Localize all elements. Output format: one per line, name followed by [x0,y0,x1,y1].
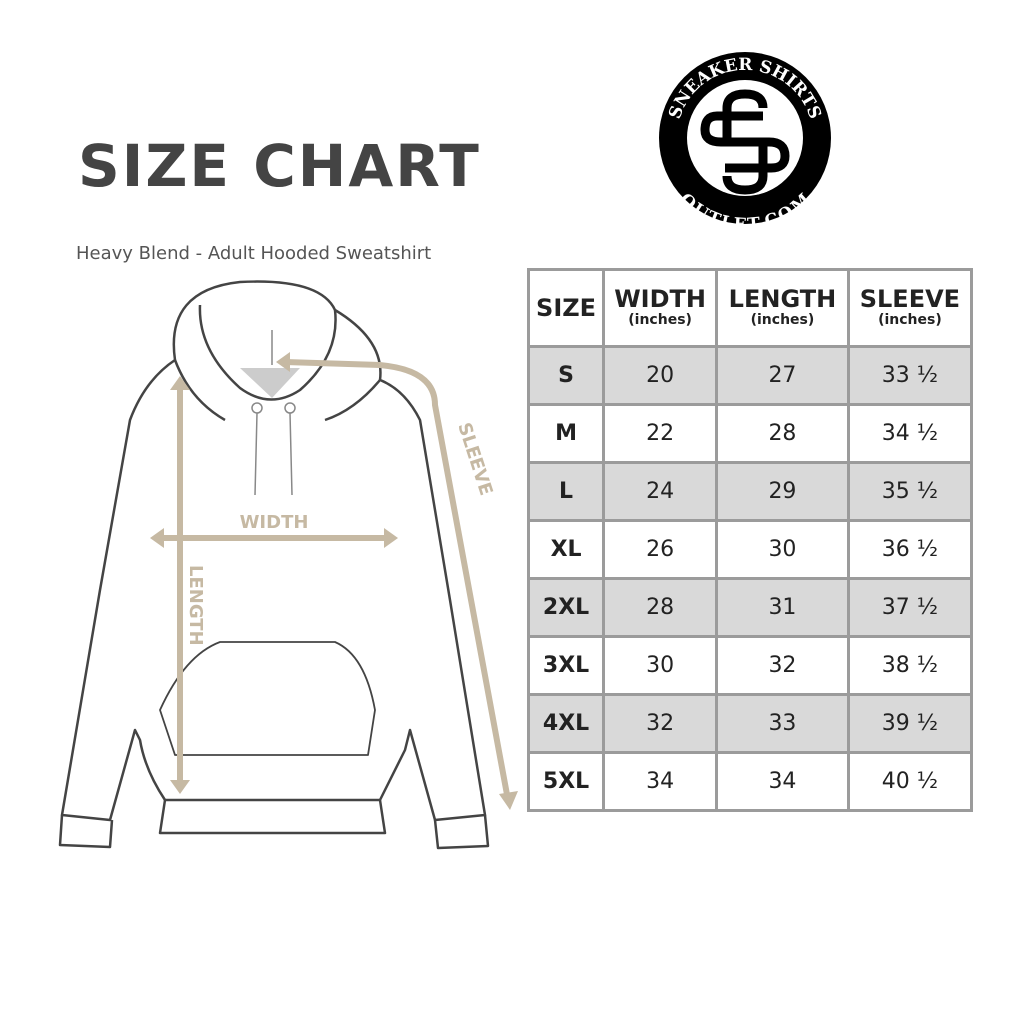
length-cell: 30 [715,519,850,580]
table-row: M 22 28 34 ½ [526,403,974,464]
header-label: SIZE [536,294,597,322]
header-sleeve: SLEEVE (inches) [846,268,974,348]
header-label: WIDTH [614,285,706,313]
length-cell: 27 [715,345,850,406]
header-unit: (inches) [628,312,692,328]
width-cell: 32 [602,693,719,754]
sleeve-cell: 36 ½ [846,519,974,580]
product-subtitle: Heavy Blend - Adult Hooded Sweatshirt [76,243,432,264]
table-row: S 20 27 33 ½ [526,345,974,406]
width-cell: 24 [602,461,719,522]
header-length: LENGTH (inches) [715,268,850,348]
sleeve-cell: 34 ½ [846,403,974,464]
size-cell: L [526,461,606,522]
size-cell: 2XL [526,577,606,638]
sleeve-cell: 39 ½ [846,693,974,754]
sleeve-cell: 40 ½ [846,751,974,812]
sleeve-cell: 35 ½ [846,461,974,522]
width-cell: 30 [602,635,719,696]
size-cell: M [526,403,606,464]
size-cell: 3XL [526,635,606,696]
table-row: XL 26 30 36 ½ [526,519,974,580]
length-label: LENGTH [185,565,206,646]
width-cell: 34 [602,751,719,812]
size-cell: 4XL [526,693,606,754]
table-row: 3XL 30 32 38 ½ [526,635,974,696]
size-cell: S [526,345,606,406]
sleeve-cell: 37 ½ [846,577,974,638]
header-size: SIZE [526,268,606,348]
length-cell: 34 [715,751,850,812]
hoodie-diagram: WIDTH LENGTH SLEEVE [58,280,518,850]
sleeve-label: SLEEVE [453,420,496,498]
brand-logo: SNEAKER SHIRTS OUTLET.COM [659,52,831,226]
header-label: SLEEVE [859,285,961,313]
length-cell: 29 [715,461,850,522]
size-cell: XL [526,519,606,580]
width-cell: 26 [602,519,719,580]
sleeve-cell: 38 ½ [846,635,974,696]
size-cell: 5XL [526,751,606,812]
header-unit: (inches) [750,312,815,328]
table-header-row: SIZE WIDTH (inches) LENGTH (inches) SLEEVE… [526,268,974,348]
header-width: WIDTH (inches) [602,268,719,348]
table-row: 2XL 28 31 37 ½ [526,577,974,638]
width-cell: 28 [602,577,719,638]
length-cell: 28 [715,403,850,464]
width-label: WIDTH [240,512,309,533]
length-cell: 31 [715,577,850,638]
table-row: 4XL 32 33 39 ½ [526,693,974,754]
table-row: 5XL 34 34 40 ½ [526,751,974,812]
length-cell: 32 [715,635,850,696]
width-cell: 20 [602,345,719,406]
sleeve-cell: 33 ½ [846,345,974,406]
page-title: SIZE CHART [78,132,481,200]
header-unit: (inches) [878,312,942,328]
header-label: LENGTH [728,285,837,313]
width-cell: 22 [602,403,719,464]
size-table: SIZE WIDTH (inches) LENGTH (inches) SLEEVE… [526,268,974,812]
table-row: L 24 29 35 ½ [526,461,974,522]
length-cell: 33 [715,693,850,754]
